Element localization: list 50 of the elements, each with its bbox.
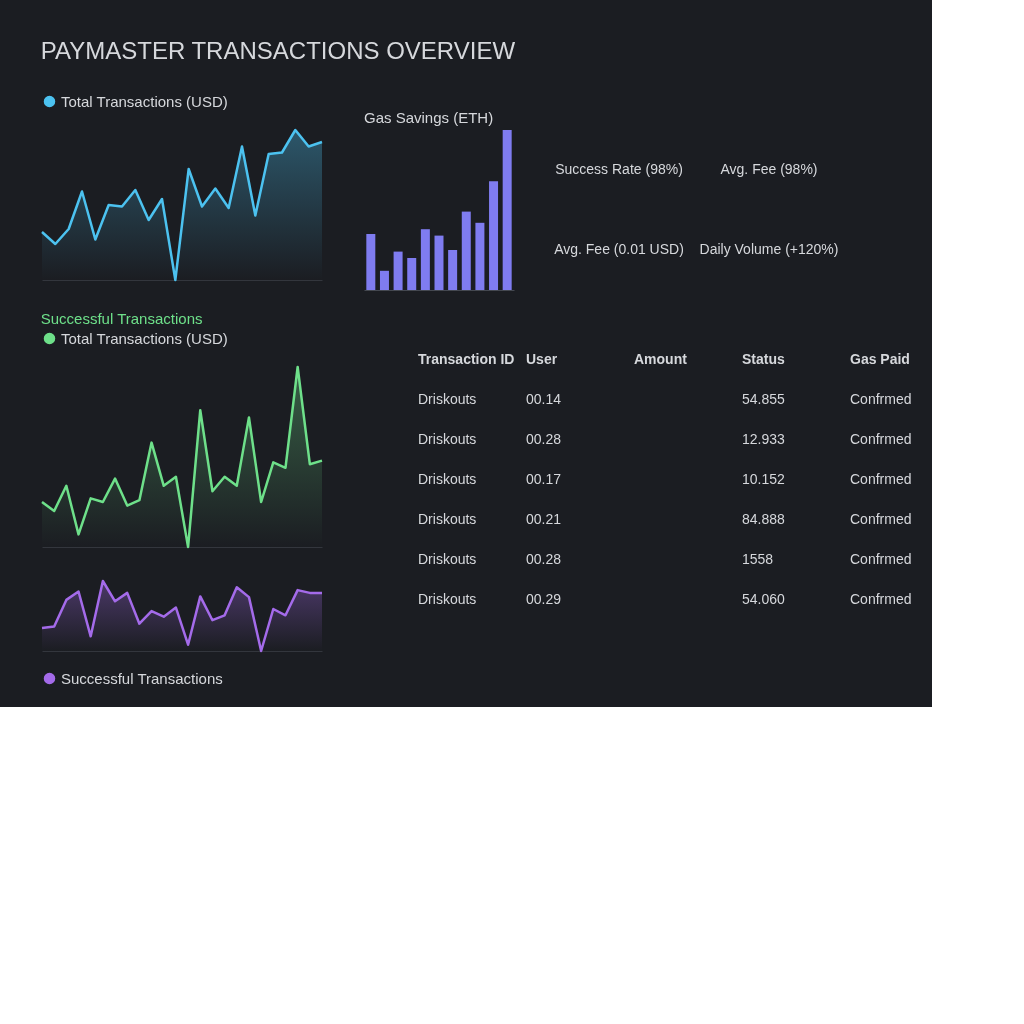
text: 1558 (742, 551, 774, 567)
bar (379, 270, 389, 290)
chart-title: Gas Savings (ETH) (364, 109, 494, 126)
category-label: Gas Paid (850, 351, 910, 367)
bar (420, 229, 430, 290)
bar (448, 250, 458, 290)
text: Driskouts (418, 391, 477, 407)
text: Driskouts (418, 431, 477, 447)
legend-label: Total Transactions (USD) (61, 92, 228, 110)
text: Driskouts (418, 551, 477, 567)
text: Avg. Fee (0.01 USD) (554, 241, 684, 257)
bar (434, 235, 444, 290)
text: Driskouts (418, 471, 477, 487)
text: 12.933 (742, 431, 785, 447)
text: 54.855 (742, 391, 785, 407)
bar (475, 222, 485, 290)
category-label: Amount (634, 351, 688, 367)
text: Daily Volume (+120%) (699, 241, 839, 257)
text: 00.17 (526, 471, 562, 487)
category-label: Transaction ID (418, 351, 515, 367)
text: 00.28 (526, 431, 562, 447)
legend-label: Successful Transactions (61, 669, 223, 687)
text: Confrmed (850, 511, 912, 527)
text: 10.152 (742, 471, 785, 487)
legend-label: Total Transactions (USD) (61, 329, 228, 347)
category-label: User (526, 351, 558, 367)
bar (502, 130, 512, 290)
bar (407, 258, 417, 290)
text: Confrmed (850, 471, 912, 487)
text: Success Rate (98%) (555, 161, 683, 177)
bar (366, 234, 376, 290)
category-label: Status (742, 351, 785, 367)
bar (393, 251, 403, 290)
text: Driskouts (418, 511, 477, 527)
text: Confrmed (850, 591, 912, 607)
text: Driskouts (418, 591, 477, 607)
text: Successful Transactions (40, 310, 203, 327)
text: 00.14 (526, 391, 562, 407)
chart-title: PAYMASTER TRANSACTIONS OVERVIEW (40, 37, 516, 64)
text: 84.888 (742, 511, 785, 527)
bar (489, 181, 499, 290)
bar (461, 211, 471, 290)
text: 00.21 (526, 511, 562, 527)
text: Confrmed (850, 391, 912, 407)
text: 00.28 (526, 551, 562, 567)
text: Confrmed (850, 551, 912, 567)
text: 00.29 (526, 591, 562, 607)
text: Confrmed (850, 431, 912, 447)
text: 54.060 (742, 591, 785, 607)
text: Avg. Fee (98%) (720, 161, 818, 177)
